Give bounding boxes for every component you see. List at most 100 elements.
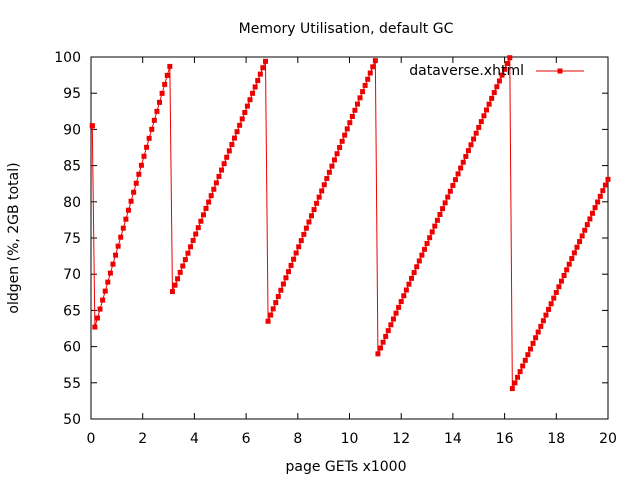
data-point	[403, 287, 409, 293]
data-point	[471, 136, 477, 142]
data-point	[478, 119, 484, 125]
data-point	[447, 188, 453, 194]
data-point	[231, 135, 237, 141]
data-point	[540, 318, 546, 324]
data-point	[571, 250, 577, 256]
data-point	[365, 76, 371, 82]
data-point	[115, 243, 121, 249]
data-point	[195, 225, 201, 231]
data-point	[334, 151, 340, 157]
data-point	[331, 157, 337, 163]
data-point	[188, 244, 194, 250]
data-point	[157, 99, 162, 105]
data-point	[566, 261, 572, 267]
data-point	[314, 200, 320, 206]
data-point	[239, 116, 245, 122]
data-point	[455, 171, 461, 177]
data-point	[398, 299, 404, 305]
data-point	[206, 199, 212, 205]
data-point	[273, 300, 279, 306]
data-point	[600, 188, 606, 194]
data-point	[301, 231, 307, 237]
data-point	[278, 287, 284, 293]
data-point	[579, 233, 585, 239]
data-point	[440, 206, 446, 212]
x-axis: 0 2 4 6 8 10 12 14 16 18 20	[87, 57, 617, 447]
data-point	[237, 122, 243, 128]
data-point	[131, 189, 137, 195]
data-point	[128, 198, 134, 204]
x-tick-label: 10	[341, 431, 359, 447]
data-point	[265, 318, 271, 324]
data-point	[100, 297, 106, 303]
data-point	[337, 145, 343, 150]
data-point	[255, 78, 261, 84]
data-point	[504, 61, 510, 67]
data-point	[595, 199, 601, 205]
data-point	[530, 340, 536, 346]
data-point	[159, 90, 165, 96]
data-point	[592, 205, 598, 211]
data-point	[89, 123, 95, 129]
data-point	[546, 306, 552, 312]
x-tick-label: 14	[444, 431, 462, 447]
data-point	[162, 81, 168, 87]
data-point	[94, 315, 100, 321]
data-point	[409, 275, 415, 281]
data-point	[185, 250, 191, 256]
data-point	[219, 167, 225, 173]
data-point	[105, 279, 111, 285]
data-point	[465, 148, 471, 154]
data-point	[352, 107, 358, 113]
data-point	[388, 322, 394, 328]
data-point	[378, 345, 384, 351]
data-point	[569, 256, 575, 262]
data-point	[437, 211, 443, 217]
data-point	[107, 270, 113, 276]
data-point	[154, 108, 160, 114]
y-tick-label: 95	[63, 86, 81, 102]
data-point	[319, 188, 325, 194]
data-point	[97, 306, 103, 312]
data-point	[538, 323, 544, 329]
data-point	[316, 194, 322, 200]
y-tick-label: 75	[63, 231, 81, 247]
data-point	[496, 78, 502, 84]
data-point	[213, 180, 219, 186]
data-point	[164, 72, 170, 78]
data-point	[558, 278, 564, 284]
data-point	[419, 252, 425, 258]
y-axis-label: oldgen (%, 2GB total)	[6, 162, 22, 313]
data-point	[224, 154, 230, 160]
data-point	[512, 380, 518, 386]
data-point	[298, 238, 304, 244]
data-point	[605, 176, 611, 182]
data-point	[182, 257, 188, 263]
data-point	[208, 193, 214, 199]
data-point	[525, 352, 531, 358]
x-tick-label: 8	[293, 431, 302, 447]
data-point	[520, 363, 526, 369]
data-point	[468, 142, 474, 148]
data-point	[136, 171, 142, 177]
data-point	[262, 58, 268, 64]
x-tick-label: 0	[87, 431, 96, 447]
data-point	[597, 193, 603, 199]
data-point	[250, 90, 256, 96]
x-tick-label: 4	[190, 431, 199, 447]
data-point	[110, 261, 116, 267]
data-point	[203, 205, 209, 211]
data-point	[372, 58, 378, 64]
data-point	[288, 262, 294, 268]
data-point	[535, 329, 541, 335]
data-point	[306, 219, 312, 225]
data-point	[375, 351, 381, 357]
data-point	[347, 120, 353, 126]
data-point	[144, 144, 150, 150]
data-point	[429, 229, 435, 235]
data-point	[172, 282, 178, 288]
data-point	[411, 270, 417, 276]
data-point	[434, 217, 440, 223]
data-point	[324, 176, 330, 182]
data-point	[133, 180, 139, 186]
